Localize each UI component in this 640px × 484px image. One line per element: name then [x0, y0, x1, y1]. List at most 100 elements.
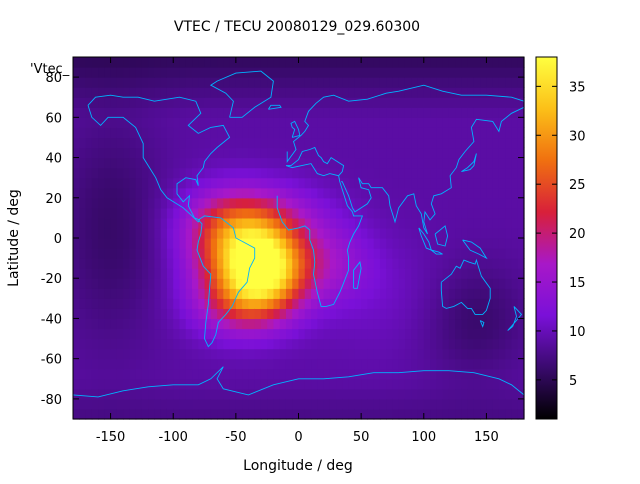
heatmap-cell [298, 308, 306, 320]
heatmap-cell [448, 258, 456, 269]
heatmap-cell [342, 378, 350, 390]
heatmap-cell [492, 87, 500, 98]
heatmap-cell [492, 308, 500, 320]
heatmap-cell [198, 157, 206, 169]
heatmap-cell [116, 388, 124, 400]
heatmap-cell [361, 87, 368, 98]
heatmap-cell [304, 87, 312, 98]
heatmap-cell [492, 288, 500, 299]
heatmap-cell [85, 147, 93, 159]
heatmap-cell [292, 388, 300, 400]
heatmap-cell [448, 298, 456, 309]
heatmap-cell [511, 238, 519, 249]
heatmap-cell [292, 248, 300, 259]
heatmap-cell [480, 278, 488, 289]
heatmap-cell [361, 207, 368, 219]
heatmap-cell [480, 268, 488, 279]
heatmap-cell [480, 207, 488, 219]
heatmap-cell [486, 328, 494, 340]
heatmap-cell [279, 67, 287, 78]
heatmap-cell [492, 408, 500, 420]
heatmap-cell [448, 97, 456, 108]
heatmap-cell [348, 338, 356, 350]
heatmap-cell [210, 408, 218, 420]
heatmap-cell [242, 97, 249, 108]
heatmap-cell [217, 217, 224, 229]
heatmap-cell [285, 248, 293, 259]
heatmap-cell [361, 288, 368, 299]
heatmap-cell [285, 167, 293, 179]
heatmap-cell [166, 107, 174, 118]
heatmap-cell [361, 167, 368, 179]
heatmap-cell [461, 298, 469, 309]
heatmap-cell [361, 238, 368, 249]
heatmap-cell [430, 167, 437, 179]
heatmap-cell [116, 57, 124, 68]
heatmap-cell [304, 238, 312, 249]
heatmap-cell [379, 167, 387, 179]
heatmap-cell [492, 238, 500, 249]
heatmap-cell [411, 358, 419, 370]
heatmap-cell [473, 328, 481, 340]
heatmap-cell [279, 77, 287, 88]
heatmap-cell [104, 97, 112, 108]
heatmap-cell [210, 318, 218, 330]
heatmap-cell [317, 348, 325, 360]
heatmap-cell [411, 117, 419, 128]
heatmap-cell [192, 288, 199, 299]
heatmap-cell [135, 318, 143, 330]
heatmap-cell [79, 107, 87, 118]
heatmap-cell [467, 238, 475, 249]
heatmap-cell [79, 197, 87, 209]
colorbar-tick-label: 10 [569, 325, 586, 340]
heatmap-cell [354, 328, 362, 340]
heatmap-cell [317, 378, 325, 390]
heatmap-cell [311, 77, 318, 88]
heatmap-cell [279, 117, 287, 128]
heatmap-cell [217, 187, 224, 199]
heatmap-cell [498, 97, 506, 108]
heatmap-cell [260, 338, 268, 350]
heatmap-cell [423, 348, 431, 360]
chart-title: VTEC / TECU 20080129_029.60300 [174, 19, 420, 35]
heatmap-cell [367, 288, 375, 299]
heatmap-cell [179, 308, 187, 320]
heatmap-cell [98, 348, 105, 360]
heatmap-cell [154, 328, 162, 340]
heatmap-cell [242, 137, 249, 149]
heatmap-cell [417, 388, 425, 400]
heatmap-cell [417, 217, 425, 229]
heatmap-cell [379, 238, 387, 249]
heatmap-cell [123, 368, 130, 380]
heatmap-cell [223, 227, 231, 239]
heatmap-cell [73, 338, 80, 350]
heatmap-cell [492, 328, 500, 340]
heatmap-cell [85, 197, 93, 209]
heatmap-cell [98, 217, 105, 229]
heatmap-cell [179, 348, 187, 360]
heatmap-cell [273, 248, 281, 259]
heatmap-cell [404, 358, 412, 370]
coastline [87, 94, 231, 223]
heatmap-cell [361, 268, 368, 279]
heatmap-cell [379, 197, 387, 209]
heatmap-cell [373, 378, 381, 390]
heatmap-cell [129, 238, 137, 249]
heatmap-cell [311, 197, 318, 209]
heatmap-cell [267, 67, 275, 78]
heatmap-cell [210, 147, 218, 159]
heatmap-cell [91, 308, 99, 320]
heatmap-cell [254, 238, 262, 249]
x-axis-ticks: -150 -100 -50 0 50 100 150 [96, 57, 499, 445]
heatmap-cell [517, 258, 525, 269]
heatmap-cell [492, 227, 500, 239]
heatmap-cell [148, 97, 156, 108]
heatmap-cell [110, 157, 118, 169]
heatmap-cell [79, 348, 87, 360]
heatmap-cell [423, 278, 431, 289]
heatmap-cell [442, 368, 450, 380]
heatmap-cell [361, 177, 368, 189]
heatmap-cell [311, 328, 318, 340]
heatmap-cell [361, 348, 368, 360]
